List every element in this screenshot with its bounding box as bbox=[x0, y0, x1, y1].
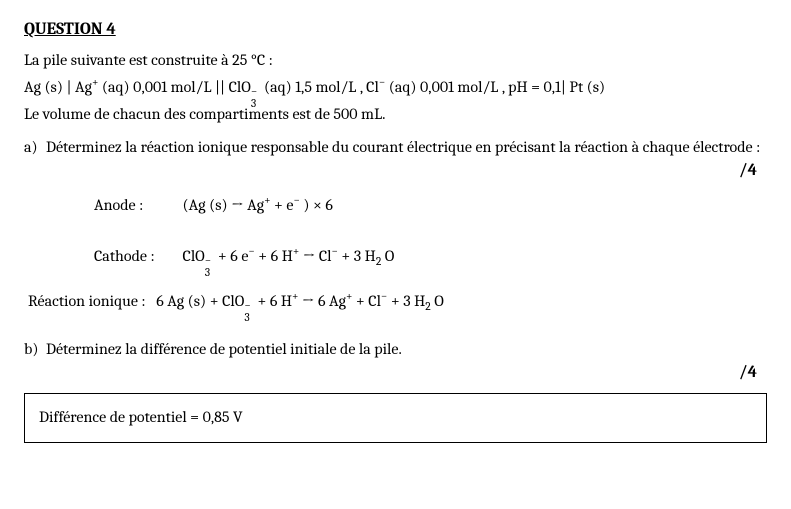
eq-seg: O bbox=[434, 292, 444, 310]
eq-seg: + 6 e bbox=[218, 247, 248, 265]
eq-seg: + e bbox=[274, 196, 293, 214]
part-a: a) Déterminez la réaction ionique respon… bbox=[24, 136, 767, 159]
eq-seg: + 3 H bbox=[391, 292, 425, 310]
answer-box: Différence de potentiel = 0,85 V bbox=[24, 393, 767, 442]
answer-text: Différence de potentiel = 0,85 V bbox=[39, 408, 243, 426]
part-a-letter: a) bbox=[24, 136, 46, 159]
superscript-minus: − bbox=[379, 76, 385, 89]
anode-equation: Anode : (Ag (s) → Ag+ + e− ) × 6 bbox=[94, 194, 767, 217]
eq-seg: → Cl bbox=[303, 247, 332, 265]
superscript-plus: + bbox=[293, 245, 299, 258]
part-b: b) Déterminez la différence de potentiel… bbox=[24, 338, 767, 361]
anode-label: Anode : bbox=[94, 194, 179, 217]
global-label: Réaction ionique : bbox=[28, 292, 146, 310]
superscript-minus: − bbox=[331, 245, 337, 258]
part-b-letter: b) bbox=[24, 338, 46, 361]
superscript-minus: − bbox=[248, 245, 254, 258]
cell-seg: Ag (s) | Ag bbox=[24, 78, 92, 96]
eq-seg: ClO bbox=[183, 247, 205, 265]
superscript-minus: − bbox=[381, 290, 387, 303]
cell-seg: (aq) 0,001 mol/L || ClO bbox=[102, 78, 251, 96]
cathode-label: Cathode : bbox=[94, 245, 179, 268]
cell-notation: Ag (s) | Ag+ (aq) 0,001 mol/L || ClO−3 (… bbox=[24, 76, 767, 99]
eq-seg: (Ag (s) → Ag bbox=[183, 196, 265, 214]
subscript-2: 2 bbox=[425, 301, 430, 314]
eq-seg: O bbox=[385, 247, 395, 265]
cathode-equation: Cathode : ClO−3 + 6 e− + 6 H+ → Cl− + 3 … bbox=[94, 245, 767, 268]
intro-line-2: Le volume de chacun des compartiments es… bbox=[24, 103, 767, 126]
eq-seg: + Cl bbox=[356, 292, 381, 310]
eq-seg: + 3 H bbox=[341, 247, 375, 265]
score-b: /4 bbox=[24, 361, 767, 386]
superscript-plus: + bbox=[264, 194, 270, 207]
part-a-text: Déterminez la réaction ionique responsab… bbox=[46, 136, 767, 159]
superscript-plus: + bbox=[292, 290, 298, 303]
superscript-plus: + bbox=[346, 290, 352, 303]
eq-seg: → 6 Ag bbox=[302, 292, 346, 310]
eq-seg: + 6 H bbox=[257, 292, 292, 310]
superscript-plus: + bbox=[92, 76, 98, 89]
eq-seg: + 6 H bbox=[258, 247, 293, 265]
intro-line-1: La pile suivante est construite à 25 °C … bbox=[24, 49, 767, 72]
eq-seg: ) × 6 bbox=[303, 196, 333, 214]
superscript-minus: − bbox=[293, 194, 299, 207]
score-a: /4 bbox=[24, 159, 767, 184]
subscript-2: 2 bbox=[376, 255, 381, 268]
part-b-text: Déterminez la différence de potentiel in… bbox=[46, 338, 767, 361]
eq-seg: 6 Ag (s) + ClO bbox=[156, 292, 244, 310]
global-equation: Réaction ionique : 6 Ag (s) + ClO−3 + 6 … bbox=[28, 290, 767, 313]
cell-seg: (aq) 1,5 mol/L , Cl bbox=[264, 78, 379, 96]
cell-seg: (aq) 0,001 mol/L , pH = 0,1| Pt (s) bbox=[389, 78, 605, 96]
question-title: QUESTION 4 bbox=[24, 18, 767, 43]
